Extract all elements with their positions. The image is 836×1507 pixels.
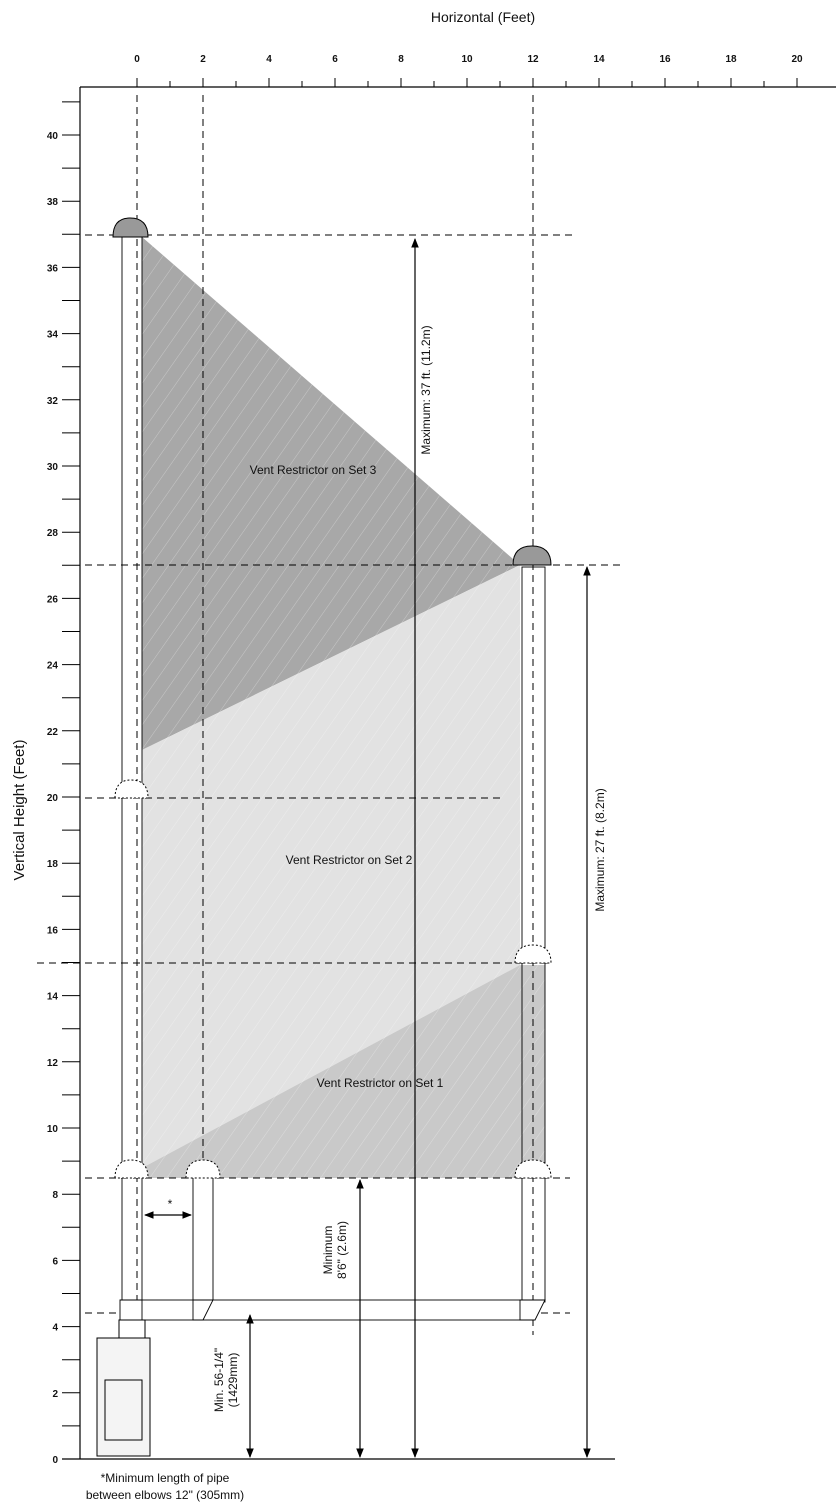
x-tick-label: 8 [398, 54, 404, 65]
y-tick-label: 4 [52, 1323, 58, 1334]
elbow [519, 1299, 546, 1321]
y-tick-label: 36 [47, 263, 59, 274]
x-axis-title: Horizontal (Feet) [431, 9, 535, 25]
x-tick-label: 20 [791, 54, 803, 65]
dimension-label: Maximum: 37 ft. (11.2m) [419, 325, 433, 454]
y-tick-label: 28 [47, 528, 59, 539]
x-tick-label: 0 [134, 54, 140, 65]
footnote: between elbows 12" (305mm) [86, 1488, 244, 1502]
y-tick-label: 20 [47, 793, 59, 804]
region-label: Vent Restrictor on Set 3 [250, 463, 377, 477]
y-tick-label: 32 [47, 396, 59, 407]
y-tick-label: 30 [47, 462, 59, 473]
y-tick-label: 18 [47, 859, 59, 870]
dimensions [144, 238, 591, 1458]
x-tick-label: 16 [659, 54, 671, 65]
hatching [142, 237, 545, 1178]
appliance-panel [104, 1379, 143, 1441]
y-tick-label: 34 [47, 330, 59, 341]
region-label: Vent Restrictor on Set 2 [286, 853, 413, 867]
dimension-label: (1429mm) [226, 1353, 240, 1408]
cap [112, 217, 149, 238]
ticks: 0 2 4 6 8 10 12 14 16 18 2002468101214161820222426… [47, 54, 803, 1466]
cap-dotted [185, 1159, 221, 1179]
x-tick-label: 4 [266, 54, 272, 65]
appliance [96, 1337, 151, 1457]
y-tick-label: 12 [47, 1058, 59, 1069]
y-tick-label: 10 [47, 1124, 59, 1135]
y-tick-label: 40 [47, 131, 59, 142]
x-tick-label: 2 [200, 54, 206, 65]
pipe-middle [192, 1171, 214, 1301]
footnote: *Minimum length of pipe [101, 1471, 230, 1485]
y-tick-label: 26 [47, 594, 59, 605]
y-tick-label: 0 [52, 1455, 58, 1466]
cap [512, 545, 552, 566]
cap-dotted [114, 1159, 149, 1179]
y-axis-title: Vertical Height (Feet) [11, 740, 28, 881]
y-tick-label: 8 [52, 1190, 58, 1201]
y-tick-label: 24 [47, 661, 59, 672]
x-tick-label: 10 [461, 54, 473, 65]
elbow [192, 1299, 214, 1321]
asterisk: * [168, 1197, 173, 1211]
dimension-label: Maximum: 27 ft. (8.2m) [593, 788, 607, 911]
y-tick-label: 22 [47, 727, 59, 738]
cap-dotted [514, 1159, 552, 1179]
pipe-right [521, 566, 546, 1303]
collar [118, 1319, 146, 1339]
y-tick-label: 38 [47, 197, 59, 208]
y-tick-label: 2 [52, 1389, 58, 1400]
x-tick-label: 14 [593, 54, 605, 65]
regions [142, 237, 545, 1178]
labels: Horizontal (Feet) Vertical Height (Feet)… [11, 9, 607, 1502]
dimension-label: 8'6" (2.6m) [335, 1221, 349, 1279]
x-tick-label: 12 [527, 54, 539, 65]
axes [62, 86, 836, 1460]
y-tick-label: 6 [52, 1256, 58, 1267]
dimension-label: Minimum [321, 1226, 335, 1275]
x-tick-label: 6 [332, 54, 338, 65]
y-tick-label: 14 [47, 992, 59, 1003]
dimension-label: Min. 56-1/4" [212, 1348, 226, 1412]
region-label: Vent Restrictor on Set 1 [317, 1076, 444, 1090]
pipe-left [121, 236, 143, 1301]
y-tick-label: 16 [47, 925, 59, 936]
cap-dotted [514, 944, 552, 964]
pipes [96, 217, 552, 1457]
x-tick-label: 18 [725, 54, 737, 65]
cap-dotted [114, 779, 149, 799]
elbow [119, 1299, 143, 1321]
